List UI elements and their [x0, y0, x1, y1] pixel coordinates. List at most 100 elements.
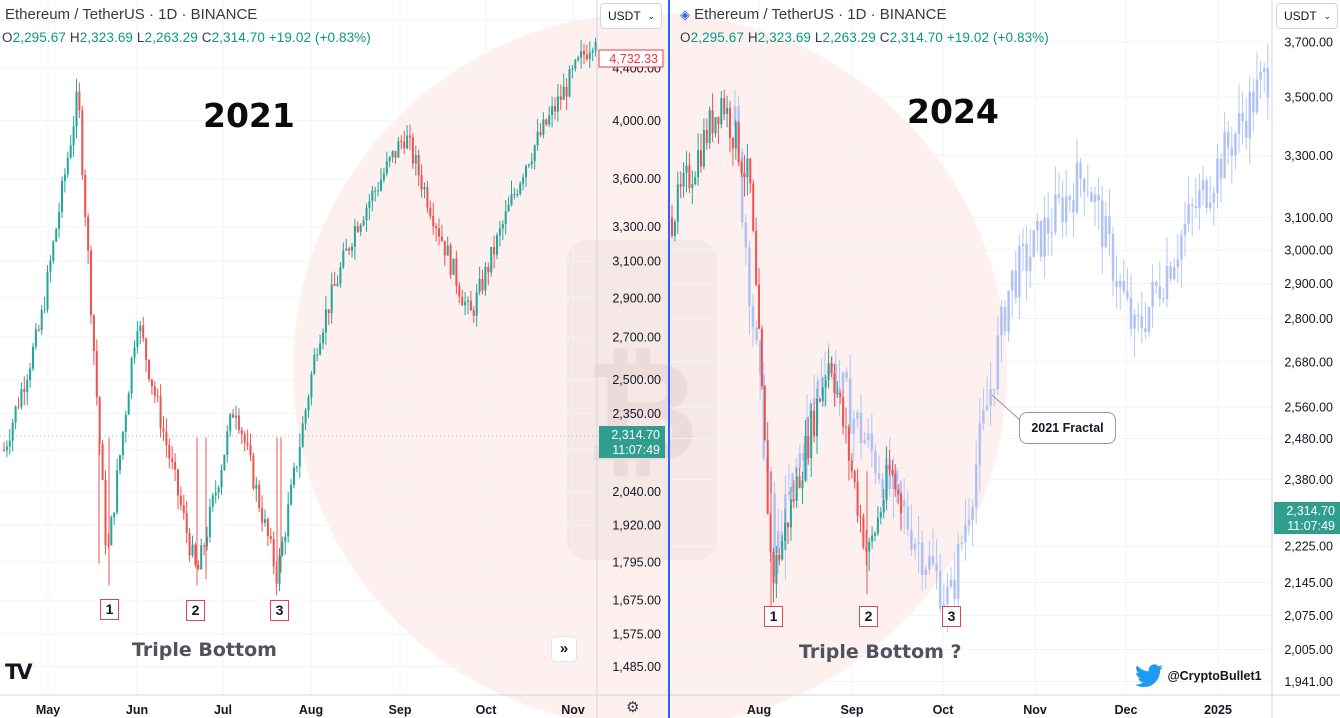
right-x-tick-0: Aug: [747, 703, 771, 717]
symbol-title-left[interactable]: Ethereum / TetherUS · 1D · BINANCE: [5, 6, 257, 23]
high-label: H: [69, 30, 80, 45]
left-candle-4: [14, 406, 17, 423]
high-value: 2,323.69: [757, 30, 812, 45]
projection-candle-3: [744, 222, 748, 248]
left-candle-2: [8, 440, 11, 447]
left-candle-154: [449, 245, 452, 275]
left-candle-52: [153, 386, 156, 396]
projection-candle-148: [1266, 67, 1270, 98]
left-x-tick-2: Jul: [214, 703, 232, 717]
right-candle-77: [894, 474, 897, 490]
high-value: 2,323.69: [79, 30, 134, 45]
left-candle-194: [565, 86, 568, 97]
left-candle-93: [272, 539, 275, 567]
left-candle-71: [208, 506, 211, 537]
projection-candle-93: [1068, 196, 1072, 201]
left-candle-42: [124, 414, 127, 432]
low-label: L: [814, 30, 823, 45]
left-candle-120: [350, 246, 354, 251]
left-candle-181: [527, 164, 530, 166]
symbol-title-right[interactable]: ◈ Ethereum / TetherUS · 1D · BINANCE: [680, 6, 946, 23]
left-candle-58: [171, 458, 174, 462]
left-candle-114: [333, 284, 336, 286]
left-candle-123: [359, 225, 362, 232]
projection-candle-16: [791, 473, 794, 492]
projection-candle-143: [1248, 91, 1252, 138]
projection-candle-47: [902, 500, 906, 507]
projection-candle-137: [1226, 132, 1230, 148]
left-y-tick-14: 1,675.00: [612, 594, 661, 608]
projection-candle-11: [773, 493, 776, 553]
projection-candle-147: [1262, 67, 1266, 72]
right-candle-48: [810, 410, 813, 459]
left-candle-127: [371, 190, 374, 202]
projection-candle-120: [1165, 265, 1169, 299]
low-label: L: [136, 30, 145, 45]
left-candle-119: [348, 248, 351, 251]
right-candle-75: [888, 465, 891, 470]
left-candle-140: [408, 135, 412, 138]
projection-candle-18: [798, 453, 802, 468]
projection-candle-24: [820, 379, 823, 381]
left-candle-83: [243, 434, 246, 443]
right-candle-44: [798, 476, 801, 489]
left-candle-11: [34, 329, 37, 347]
left-candle-38: [113, 512, 116, 518]
chevron-down-icon: ⌄: [1323, 11, 1331, 21]
projection-candle-68: [978, 423, 982, 465]
projection-candle-20: [805, 417, 809, 461]
left-candle-136: [397, 141, 400, 158]
left-y-tick-4: 3,300.00: [612, 220, 661, 234]
currency-selector-label: USDT: [608, 9, 641, 23]
left-candle-178: [519, 183, 522, 194]
projection-candle-97: [1082, 178, 1086, 192]
left-candle-118: [345, 248, 348, 251]
left-candle-80: [234, 415, 238, 418]
right-candle-8: [694, 177, 697, 185]
right-candle-30: [757, 284, 761, 329]
settings-gear-icon[interactable]: ⚙: [626, 699, 640, 716]
projection-candle-41: [881, 479, 884, 498]
projection-candle-6: [755, 327, 758, 341]
right-candle-55: [830, 363, 833, 374]
chart-icon: ◈: [680, 7, 690, 22]
projection-candle-29: [838, 387, 841, 395]
tradingview-logo[interactable]: TV: [5, 660, 33, 684]
open-value: 2,295.67: [690, 30, 744, 45]
right-candle-39: [784, 522, 787, 541]
right-candle-3: [679, 184, 682, 187]
left-candle-173: [504, 211, 507, 225]
right-current-pill-text-1: 11:07:49: [1287, 519, 1335, 533]
currency-selector-left[interactable]: USDT ⌄: [600, 3, 662, 29]
scroll-to-realtime-button[interactable]: »: [551, 636, 577, 662]
projection-candle-59: [946, 586, 949, 604]
left-candle-106: [310, 373, 313, 398]
left-candle-175: [510, 194, 513, 205]
projection-candle-28: [834, 364, 838, 395]
fractal-callout[interactable]: 2021 Fractal: [1019, 412, 1116, 444]
right-candle-23: [737, 122, 740, 163]
right-y-tick-12: 2,145.00: [1284, 576, 1333, 590]
left-candle-155: [452, 258, 455, 275]
projection-candle-139: [1234, 134, 1237, 156]
projection-candle-49: [910, 529, 913, 550]
projection-candle-123: [1176, 259, 1180, 268]
left-candle-109: [319, 343, 322, 355]
left-candle-73: [214, 492, 217, 496]
currency-selector-right[interactable]: USDT ⌄: [1276, 3, 1338, 29]
left-candle-142: [414, 154, 417, 164]
left-candle-160: [466, 300, 470, 302]
left-candle-57: [168, 445, 171, 459]
left-high-price-pill: 4,732.33: [598, 49, 664, 68]
left-candle-105: [307, 397, 310, 411]
chevron-down-icon: ⌄: [647, 11, 655, 21]
left-candle-183: [533, 145, 536, 162]
projection-candle-71: [989, 389, 992, 406]
projection-candle-51: [917, 542, 920, 544]
projection-candle-144: [1252, 91, 1255, 113]
right-y-tick-3: 3,100.00: [1284, 211, 1333, 225]
twitter-badge[interactable]: @CryptoBullet1: [1135, 664, 1262, 688]
projection-candle-102: [1100, 200, 1104, 248]
projection-candle-96: [1079, 162, 1082, 179]
